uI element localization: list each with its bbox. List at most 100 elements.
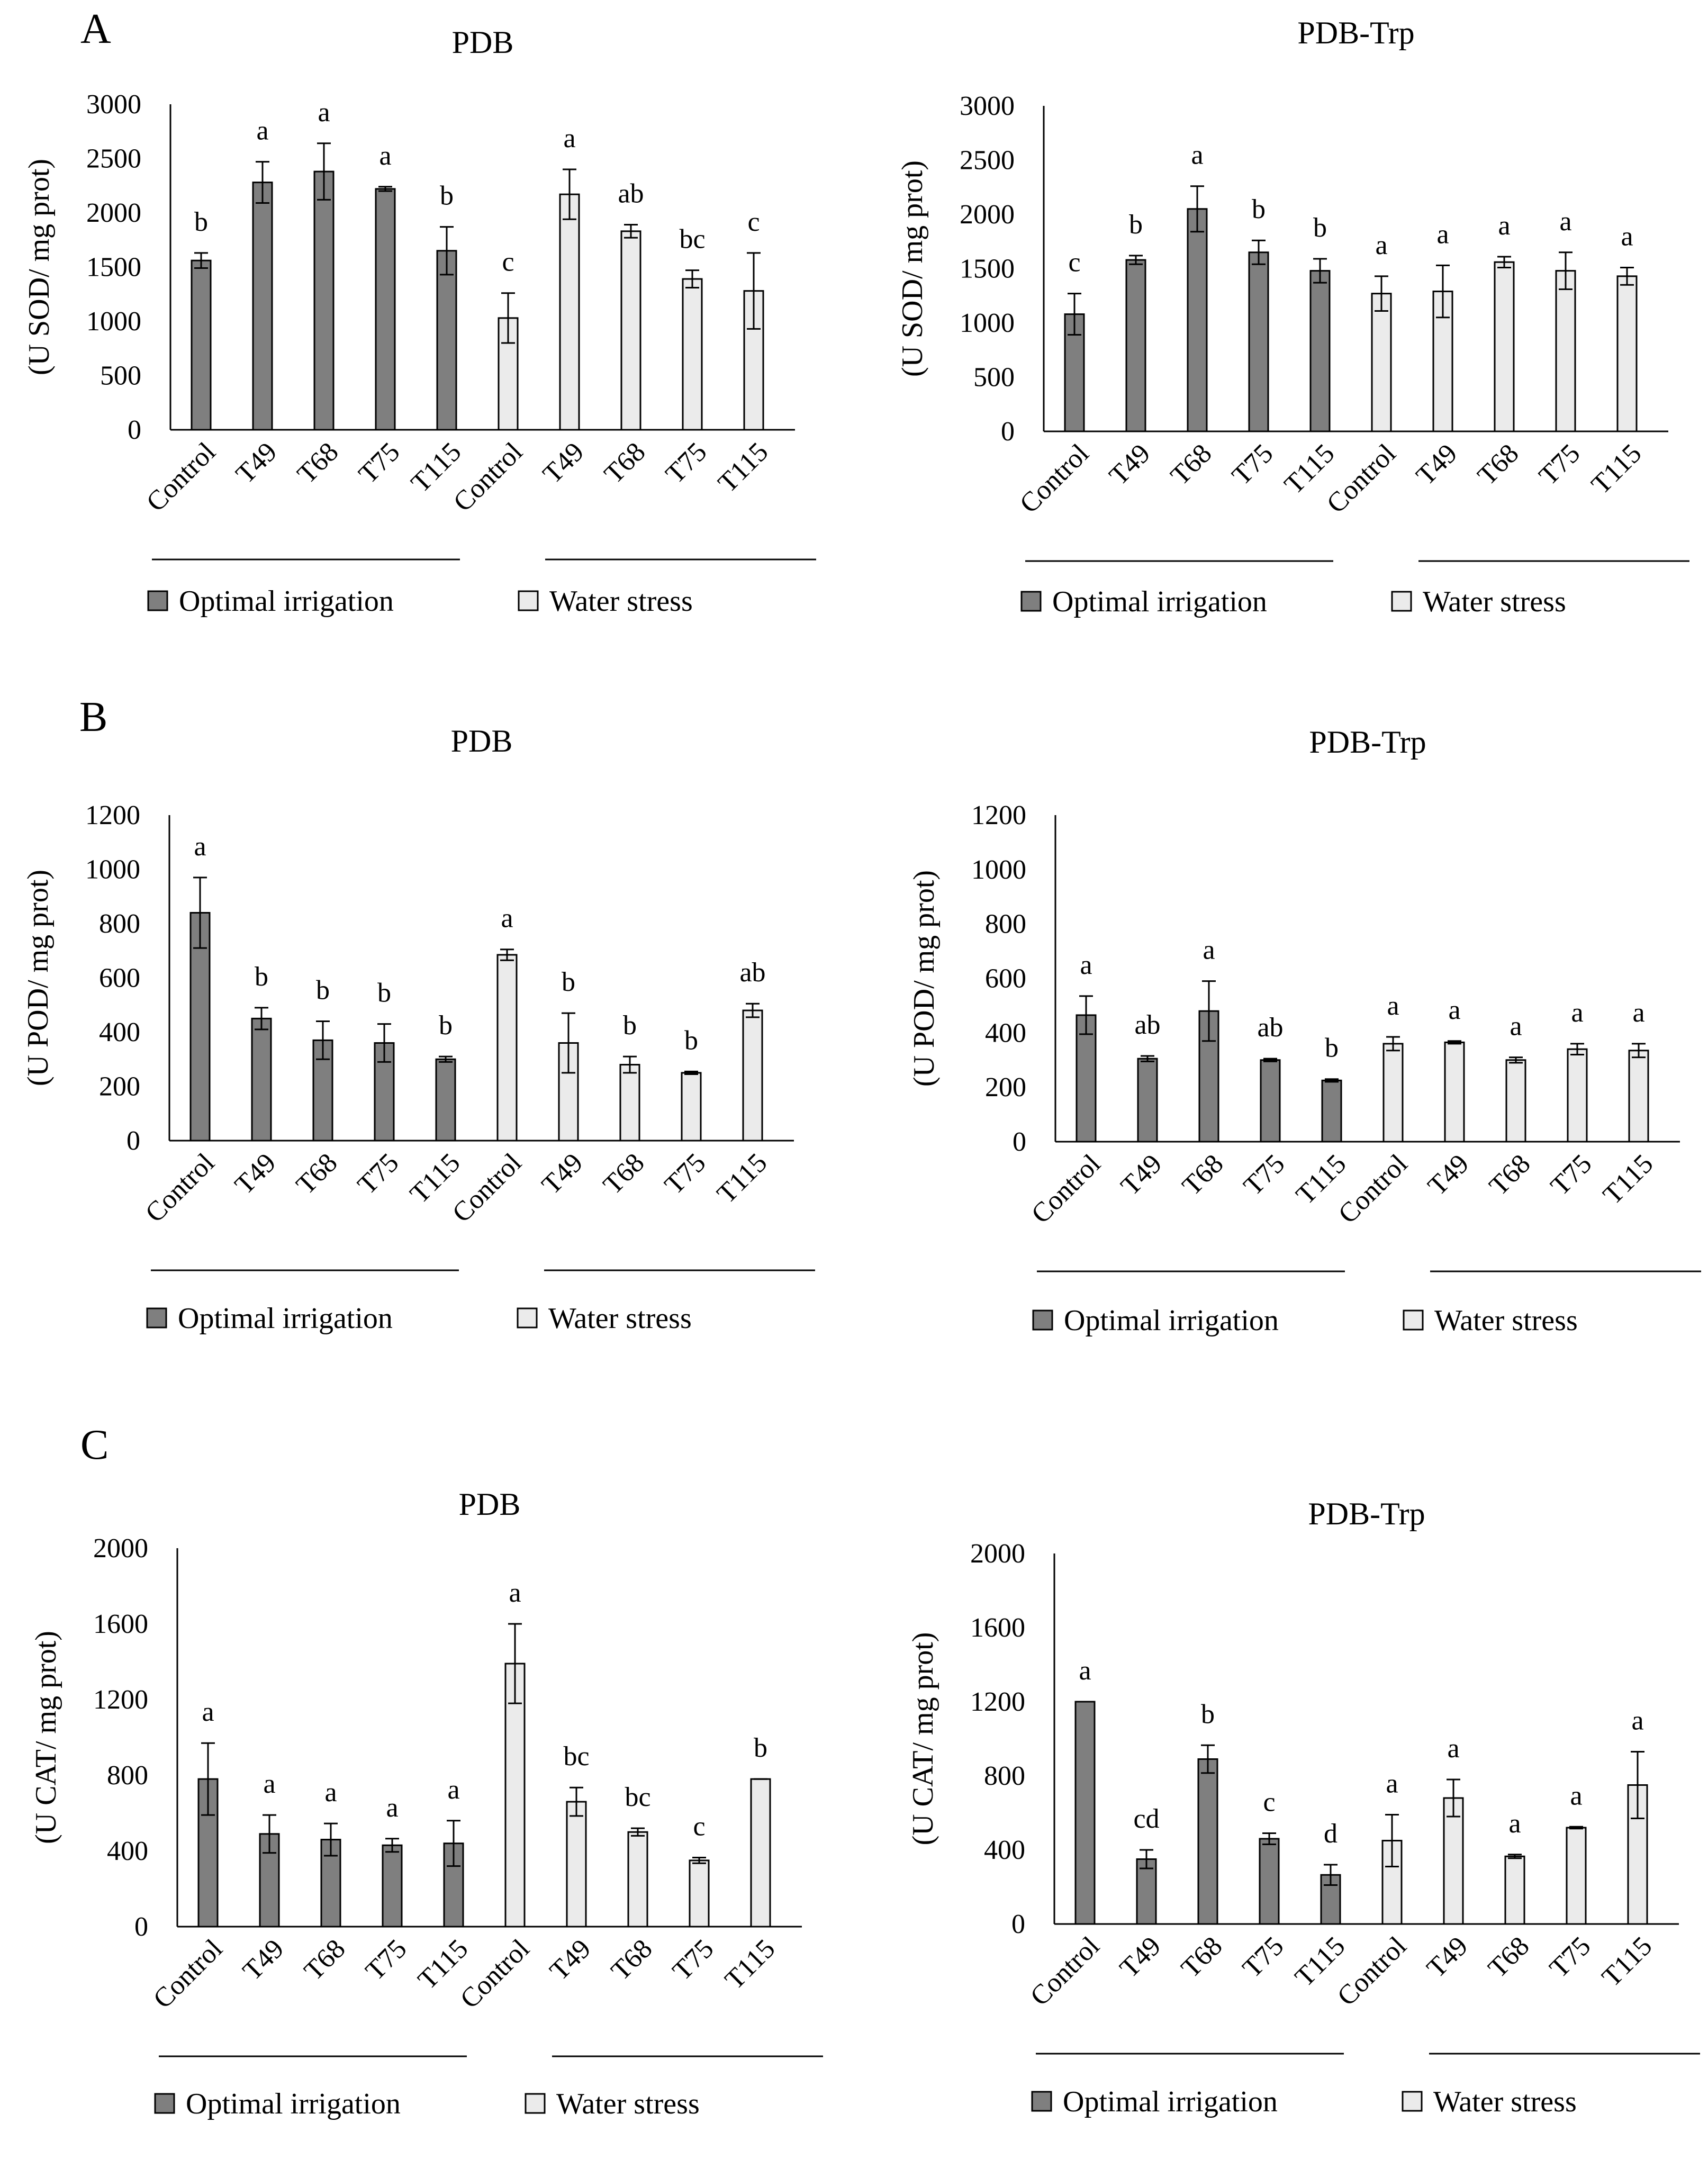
legend-swatch-water-stress (525, 2093, 546, 2114)
y-tick-label: 1000 (86, 306, 141, 337)
y-tick-label: 800 (99, 909, 140, 939)
bar (1259, 1838, 1280, 1925)
x-tick-label: T49 (229, 1148, 282, 1200)
bar (1432, 291, 1453, 432)
bar (1076, 1014, 1097, 1143)
y-axis-label: (U SOD/ mg prot) (23, 159, 56, 375)
significance-letter: a (1386, 1769, 1398, 1799)
bar (742, 1009, 763, 1142)
chart-cat-pdb: PDB (U CAT/ mg prot) 0 400 800 1200 1600 2000 a a… (30, 1487, 823, 2120)
x-tick-label: T75 (1544, 1931, 1597, 1984)
bar (382, 1844, 403, 1928)
x-tick-label: T49 (1114, 1931, 1167, 1984)
legend-label-water-stress: Water stress (548, 1302, 692, 1335)
y-tick-label: 1500 (86, 252, 141, 283)
y-tick-label: 2000 (93, 1533, 148, 1564)
x-tick-label: T68 (299, 1934, 351, 1986)
y-tick-label: 1200 (971, 800, 1026, 830)
significance-letter: c (502, 247, 514, 277)
bar (681, 1072, 702, 1142)
significance-letter: b (440, 181, 454, 211)
x-tick-label: T49 (1104, 438, 1156, 491)
bar (1494, 261, 1515, 432)
y-tick-label: 400 (99, 1017, 140, 1047)
significance-letter: a (1447, 1733, 1459, 1764)
x-tick-label: Control (447, 1148, 528, 1228)
x-tick-label: T68 (599, 437, 652, 490)
significance-letter: a (194, 832, 206, 862)
y-tick-label: 400 (984, 1835, 1025, 1865)
bar (1566, 1827, 1587, 1925)
significance-letter: bc (563, 1741, 589, 1772)
y-tick-label: 500 (100, 361, 141, 391)
significance-letter: a (1621, 221, 1633, 251)
y-tick-label: 3000 (960, 91, 1015, 121)
x-tick-label: Control (1333, 1149, 1414, 1230)
y-tick-label: 800 (985, 909, 1026, 940)
bar (1382, 1043, 1404, 1143)
significance-letter: a (447, 1775, 459, 1805)
bar (504, 1663, 526, 1928)
bar (251, 1017, 272, 1142)
significance-letter: ab (618, 179, 644, 209)
bar (1137, 1058, 1158, 1143)
significance-letter: c (747, 207, 760, 237)
significance-letter: b (1325, 1033, 1339, 1063)
bar (375, 188, 396, 431)
y-tick-label: 200 (99, 1072, 140, 1102)
y-tick-label: 0 (1011, 1909, 1025, 1939)
x-tick-label: T75 (1545, 1149, 1598, 1202)
significance-letter: a (563, 123, 575, 153)
legend-swatch-water-stress (1402, 2091, 1423, 2112)
significance-letter: b (684, 1025, 698, 1055)
y-axis-label: (U POD/ mg prot) (22, 870, 55, 1086)
x-tick-label: T115 (712, 437, 774, 499)
significance-letter: a (1375, 230, 1387, 260)
significance-letter: a (501, 904, 513, 934)
x-tick-label: T68 (1176, 1931, 1228, 1984)
significance-letter: a (1387, 991, 1399, 1021)
bar (1309, 270, 1331, 432)
x-tick-label: Control (1025, 1931, 1106, 2012)
legend-label-optimal: Optimal irrigation (179, 585, 394, 618)
bar (436, 250, 457, 431)
legend-swatch-optimal (1032, 1309, 1053, 1331)
significance-letter: b (1313, 213, 1327, 243)
x-tick-label: T49 (1411, 438, 1463, 491)
significance-letter: bc (679, 224, 705, 255)
significance-letter: a (202, 1697, 214, 1727)
legend-swatch-water-stress (517, 1307, 538, 1329)
x-tick-label: T68 (1472, 438, 1525, 491)
significance-letter: c (1263, 1787, 1275, 1818)
significance-letter: ab (739, 957, 765, 988)
legend-swatch-water-stress (1391, 591, 1412, 612)
legend-label-water-stress: Water stress (549, 585, 693, 618)
bar (620, 230, 641, 431)
panel-letter-c: C (80, 1422, 109, 1468)
bar (566, 1801, 587, 1928)
x-tick-label: T75 (659, 1148, 712, 1200)
significance-letter: ab (1257, 1013, 1283, 1043)
legend-swatch-optimal (1031, 2091, 1052, 2112)
x-tick-label: T68 (598, 1148, 650, 1200)
y-tick-label: 0 (128, 415, 141, 445)
significance-letter: b (562, 967, 575, 997)
y-tick-label: 1600 (93, 1609, 148, 1639)
significance-letter: b (754, 1733, 767, 1763)
x-tick-label: T75 (660, 437, 713, 490)
x-tick-label: T49 (230, 437, 283, 490)
y-axis-label: (U POD/ mg prot) (908, 870, 941, 1087)
y-tick-label: 2000 (86, 198, 141, 228)
y-tick-label: 1000 (971, 855, 1026, 885)
chart-sod-pdb-trp: PDB-Trp (U SOD/ mg prot) 0 500 1000 1500 2000 2… (896, 15, 1689, 618)
x-tick-label: T115 (1586, 438, 1648, 500)
x-tick-label: T75 (667, 1934, 720, 1986)
x-tick-label: T75 (1238, 1149, 1291, 1202)
significance-letter: a (386, 1793, 398, 1823)
bar (1371, 293, 1392, 432)
bar (1260, 1059, 1281, 1143)
significance-letter: a (1631, 1706, 1643, 1736)
x-tick-label: Control (1332, 1931, 1413, 2012)
y-tick-label: 1200 (970, 1687, 1025, 1717)
bar (1187, 208, 1208, 432)
